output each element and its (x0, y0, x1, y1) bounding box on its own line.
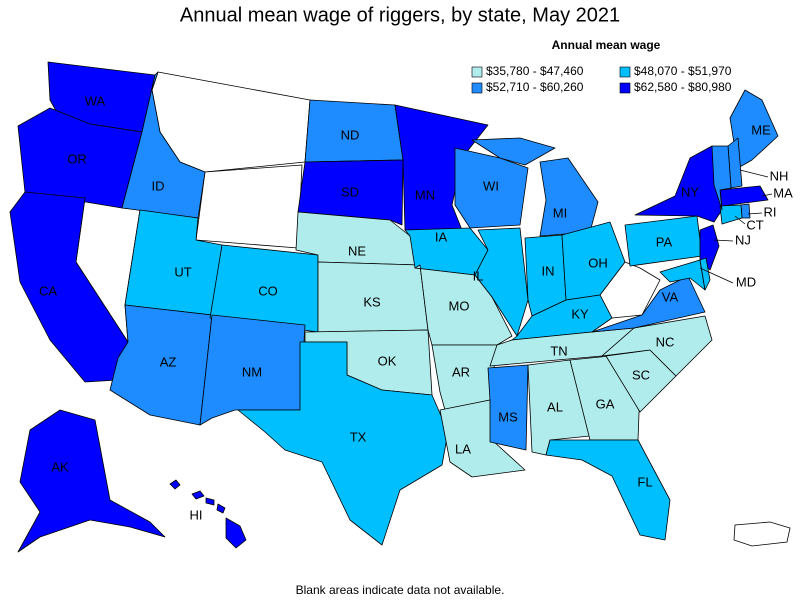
leader-line (747, 212, 763, 215)
state-label: VA (662, 289, 679, 304)
state-label: MO (449, 298, 470, 313)
legend-swatch (619, 66, 631, 78)
state-label: CA (39, 283, 57, 298)
state-label: GA (596, 396, 615, 411)
state (545, 439, 671, 541)
state (711, 145, 732, 211)
state-label: FL (637, 474, 652, 489)
state-label: WI (483, 178, 499, 193)
state-label: TN (550, 343, 567, 358)
state-label: NM (242, 364, 262, 379)
state-label: CO (258, 283, 278, 298)
state-label: NJ (735, 232, 751, 247)
state-label: NY (681, 184, 699, 199)
state-label: SD (341, 184, 359, 199)
state-label: AK (51, 459, 69, 474)
state (539, 157, 599, 237)
state (237, 341, 449, 546)
state-label: NE (348, 243, 366, 258)
legend-label: $48,070 - $51,970 (634, 64, 732, 78)
state (394, 104, 489, 231)
state-blank (195, 164, 303, 249)
states (9, 61, 791, 553)
state (719, 204, 743, 225)
state (487, 364, 529, 451)
state (659, 259, 706, 291)
state-label: TX (350, 429, 367, 444)
state (471, 137, 556, 166)
legend-label: $62,580 - $80,980 (634, 80, 732, 94)
legend-swatch (471, 66, 483, 78)
leader-line (699, 267, 734, 284)
state-label: ID (152, 178, 165, 193)
legend-swatch (619, 82, 631, 94)
leader-line (734, 215, 746, 225)
legend-label: $52,710 - $60,260 (486, 80, 584, 94)
state-label: KY (571, 306, 589, 321)
state-label: UT (174, 264, 191, 279)
state-label: MI (553, 205, 567, 220)
state-label: MS (498, 409, 518, 424)
state (17, 409, 166, 553)
state (740, 203, 751, 219)
footnote: Blank areas indicate data not available. (296, 583, 505, 597)
leader-line (739, 169, 769, 178)
state-label: OR (67, 151, 87, 166)
state (169, 479, 247, 549)
state-label: HI (190, 507, 203, 522)
state-label: AL (547, 399, 563, 414)
state (199, 314, 306, 426)
legend-title: Annual mean wage (552, 38, 661, 52)
state-label: CT (746, 217, 763, 232)
state-label: SC (632, 367, 650, 382)
state-label: IL (473, 268, 484, 283)
state-label: NH (770, 168, 789, 183)
state-label: ND (341, 127, 360, 142)
state-label: KS (363, 294, 381, 309)
state (9, 191, 129, 383)
state (297, 159, 404, 226)
leaders (699, 169, 773, 284)
territory-blank (733, 521, 791, 547)
state-label: MD (736, 274, 756, 289)
state-label: PA (656, 234, 673, 249)
state-label: NC (656, 334, 675, 349)
state-label: AZ (160, 354, 177, 369)
state (699, 257, 711, 291)
state-label: MA (773, 185, 793, 200)
state (634, 145, 723, 223)
state-label: MN (415, 187, 435, 202)
state-label: IN (542, 263, 555, 278)
legend-swatch (471, 82, 483, 94)
state-label: OK (378, 353, 397, 368)
legend-label: $35,780 - $47,460 (486, 64, 584, 78)
state-label: RI (764, 204, 777, 219)
leader-line (713, 239, 734, 242)
state (561, 221, 626, 301)
state (121, 71, 206, 219)
state-label: OH (588, 255, 608, 270)
state (474, 227, 529, 337)
legend: $35,780 - $47,460 $48,070 - $51,970 $52,71… (471, 64, 732, 94)
state-labels: WA OR CA ID UT AZ CO NM ND SD NE KS OK T… (39, 93, 793, 522)
state-label: ME (751, 122, 771, 137)
state-label: WA (85, 93, 106, 108)
state-label: AR (452, 364, 470, 379)
map-title: Annual mean wage of riggers, by state, M… (180, 4, 620, 26)
state-label: LA (455, 441, 471, 456)
state-label: IA (435, 229, 448, 244)
leader-line (761, 193, 773, 197)
